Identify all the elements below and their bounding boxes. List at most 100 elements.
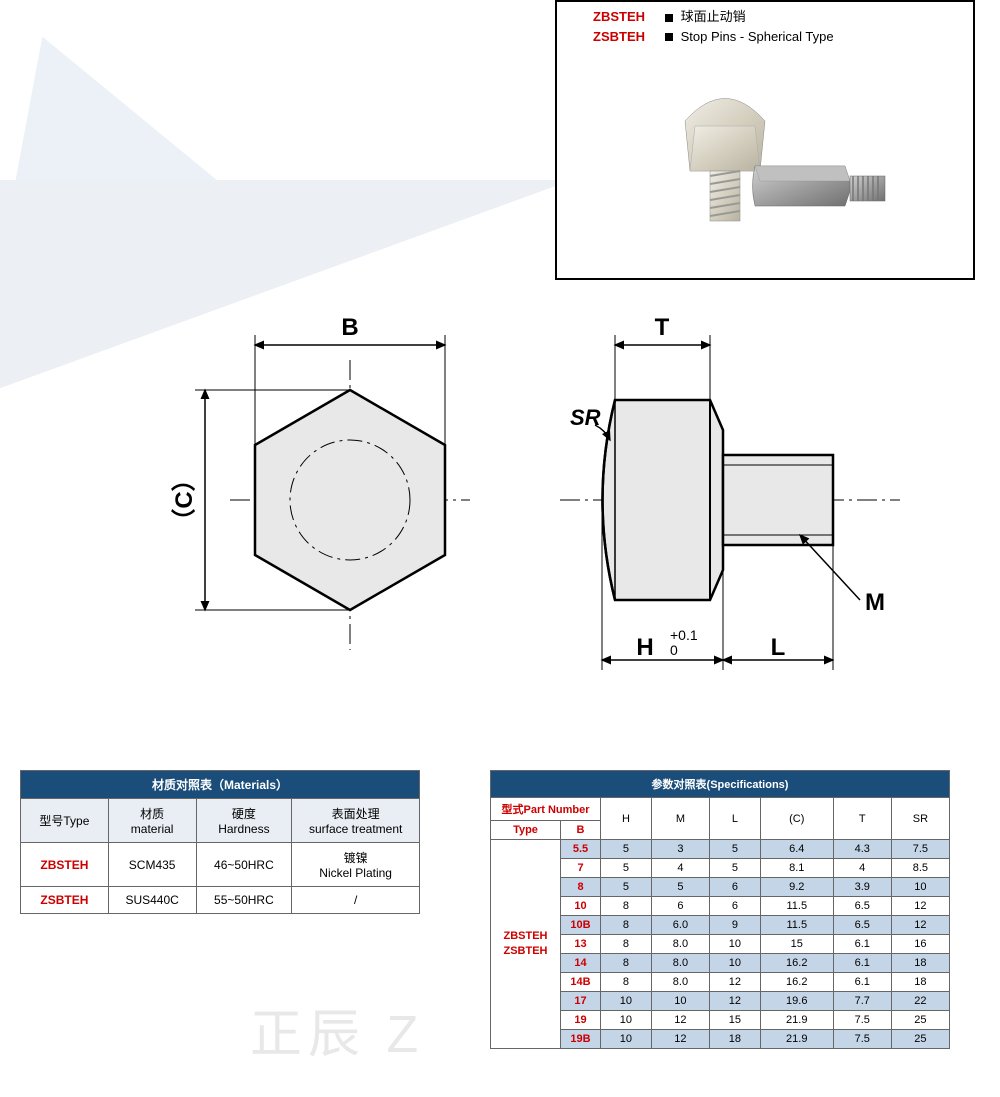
spec-type-label: Type (491, 821, 561, 840)
product-code-1: ZBSTEH (565, 7, 645, 27)
spec-cell-L: 12 (710, 973, 761, 992)
spec-cell-M: 4 (651, 859, 709, 878)
spec-cell-SR: 22 (891, 992, 949, 1011)
spec-cell-B: 19B (561, 1030, 601, 1049)
spec-cell-SR: 25 (891, 1011, 949, 1030)
spec-type-values: ZBSTEHZSBTEH (491, 840, 561, 1049)
spec-cell-H: 10 (601, 1011, 652, 1030)
product-name-cn: 球面止动销 (681, 9, 746, 24)
spec-cell-SR: 18 (891, 954, 949, 973)
spec-cell-T: 4 (833, 859, 891, 878)
spec-cell-L: 5 (710, 859, 761, 878)
mat-r1-surf: / (292, 887, 420, 914)
spec-cell-H: 10 (601, 992, 652, 1011)
mat-hdr-material: 材质material (108, 799, 196, 843)
product-labels: ZBSTEH 球面止动销 ZSBTEH Stop Pins - Spherica… (557, 2, 973, 51)
spec-cell-H: 5 (601, 859, 652, 878)
spec-cell-C: 21.9 (760, 1030, 833, 1049)
spec-col-T: T (833, 798, 891, 840)
spec-cell-SR: 7.5 (891, 840, 949, 859)
spec-cell-B: 10B (561, 916, 601, 935)
spec-cell-SR: 12 (891, 897, 949, 916)
spec-cell-SR: 10 (891, 878, 949, 897)
spec-cell-SR: 8.5 (891, 859, 949, 878)
dim-H: H (636, 634, 653, 661)
spec-cell-L: 12 (710, 992, 761, 1011)
spec-cell-B: 17 (561, 992, 601, 1011)
spec-cell-C: 16.2 (760, 954, 833, 973)
dim-C: （C） (171, 467, 198, 532)
mat-hdr-hardness: 硬度Hardness (196, 799, 292, 843)
technical-diagram: B （C） T SR M H (130, 310, 910, 700)
spec-cell-M: 6 (651, 897, 709, 916)
mat-r0-surf: 镀镍Nickel Plating (292, 843, 420, 887)
mat-r1-mat: SUS440C (108, 887, 196, 914)
spec-cell-H: 8 (601, 916, 652, 935)
spec-cell-C: 9.2 (760, 878, 833, 897)
spec-cell-C: 21.9 (760, 1011, 833, 1030)
spec-col-H: H (601, 798, 652, 840)
spec-cell-T: 7.5 (833, 1011, 891, 1030)
spec-col-C: (C) (760, 798, 833, 840)
product-name-en: Stop Pins - Spherical Type (681, 29, 834, 44)
spec-cell-B: 7 (561, 859, 601, 878)
materials-table: 材质对照表（Materials） 型号Type 材质material 硬度Har… (20, 770, 420, 914)
spec-cell-M: 12 (651, 1011, 709, 1030)
spec-cell-B: 8 (561, 878, 601, 897)
spec-cell-B: 14 (561, 954, 601, 973)
spec-cell-C: 11.5 (760, 916, 833, 935)
mat-r1-type: ZSBTEH (21, 887, 109, 914)
spec-b-label: B (561, 821, 601, 840)
spec-cell-M: 8.0 (651, 973, 709, 992)
spec-cell-T: 6.1 (833, 973, 891, 992)
spec-cell-M: 3 (651, 840, 709, 859)
mat-hdr-surface: 表面处理surface treatment (292, 799, 420, 843)
spec-cell-H: 5 (601, 878, 652, 897)
mat-r0-mat: SCM435 (108, 843, 196, 887)
mat-hdr-type: 型号Type (21, 799, 109, 843)
spec-title: 参数对照表(Specifications) (491, 771, 950, 798)
dim-M: M (865, 589, 885, 616)
spec-col-L: L (710, 798, 761, 840)
spec-cell-L: 6 (710, 878, 761, 897)
spec-cell-H: 5 (601, 840, 652, 859)
spec-col-M: M (651, 798, 709, 840)
mat-r1-hard: 55~50HRC (196, 887, 292, 914)
spec-cell-L: 10 (710, 935, 761, 954)
spec-cell-H: 10 (601, 1030, 652, 1049)
spec-cell-SR: 18 (891, 973, 949, 992)
spec-cell-M: 6.0 (651, 916, 709, 935)
spec-cell-H: 8 (601, 935, 652, 954)
spec-cell-C: 19.6 (760, 992, 833, 1011)
spec-cell-SR: 12 (891, 916, 949, 935)
spec-cell-B: 13 (561, 935, 601, 954)
mat-r0-hard: 46~50HRC (196, 843, 292, 887)
product-code-2: ZSBTEH (565, 27, 645, 47)
spec-cell-M: 10 (651, 992, 709, 1011)
spec-cell-L: 9 (710, 916, 761, 935)
spec-cell-T: 6.5 (833, 916, 891, 935)
spec-cell-L: 10 (710, 954, 761, 973)
materials-title: 材质对照表（Materials） (21, 771, 420, 799)
spec-cell-C: 6.4 (760, 840, 833, 859)
dim-H-tol-u: +0.1 (670, 627, 698, 643)
spec-cell-L: 15 (710, 1011, 761, 1030)
spec-cell-B: 19 (561, 1011, 601, 1030)
spec-row: ZBSTEHZSBTEH5.55356.44.37.5 (491, 840, 950, 859)
spec-cell-T: 4.3 (833, 840, 891, 859)
spec-cell-C: 16.2 (760, 973, 833, 992)
product-image (557, 51, 973, 261)
spec-cell-L: 5 (710, 840, 761, 859)
spec-cell-M: 5 (651, 878, 709, 897)
spec-col-SR: SR (891, 798, 949, 840)
spec-partnum: 型式Part Number (491, 798, 601, 821)
spec-cell-SR: 16 (891, 935, 949, 954)
spec-cell-C: 8.1 (760, 859, 833, 878)
spec-cell-M: 12 (651, 1030, 709, 1049)
product-info-box: ZBSTEH 球面止动销 ZSBTEH Stop Pins - Spherica… (555, 0, 975, 280)
spec-table: 参数对照表(Specifications) 型式Part Number H M … (490, 770, 950, 1049)
spec-cell-B: 5.5 (561, 840, 601, 859)
spec-cell-H: 8 (601, 973, 652, 992)
spec-cell-T: 6.1 (833, 954, 891, 973)
dim-T: T (655, 314, 670, 341)
